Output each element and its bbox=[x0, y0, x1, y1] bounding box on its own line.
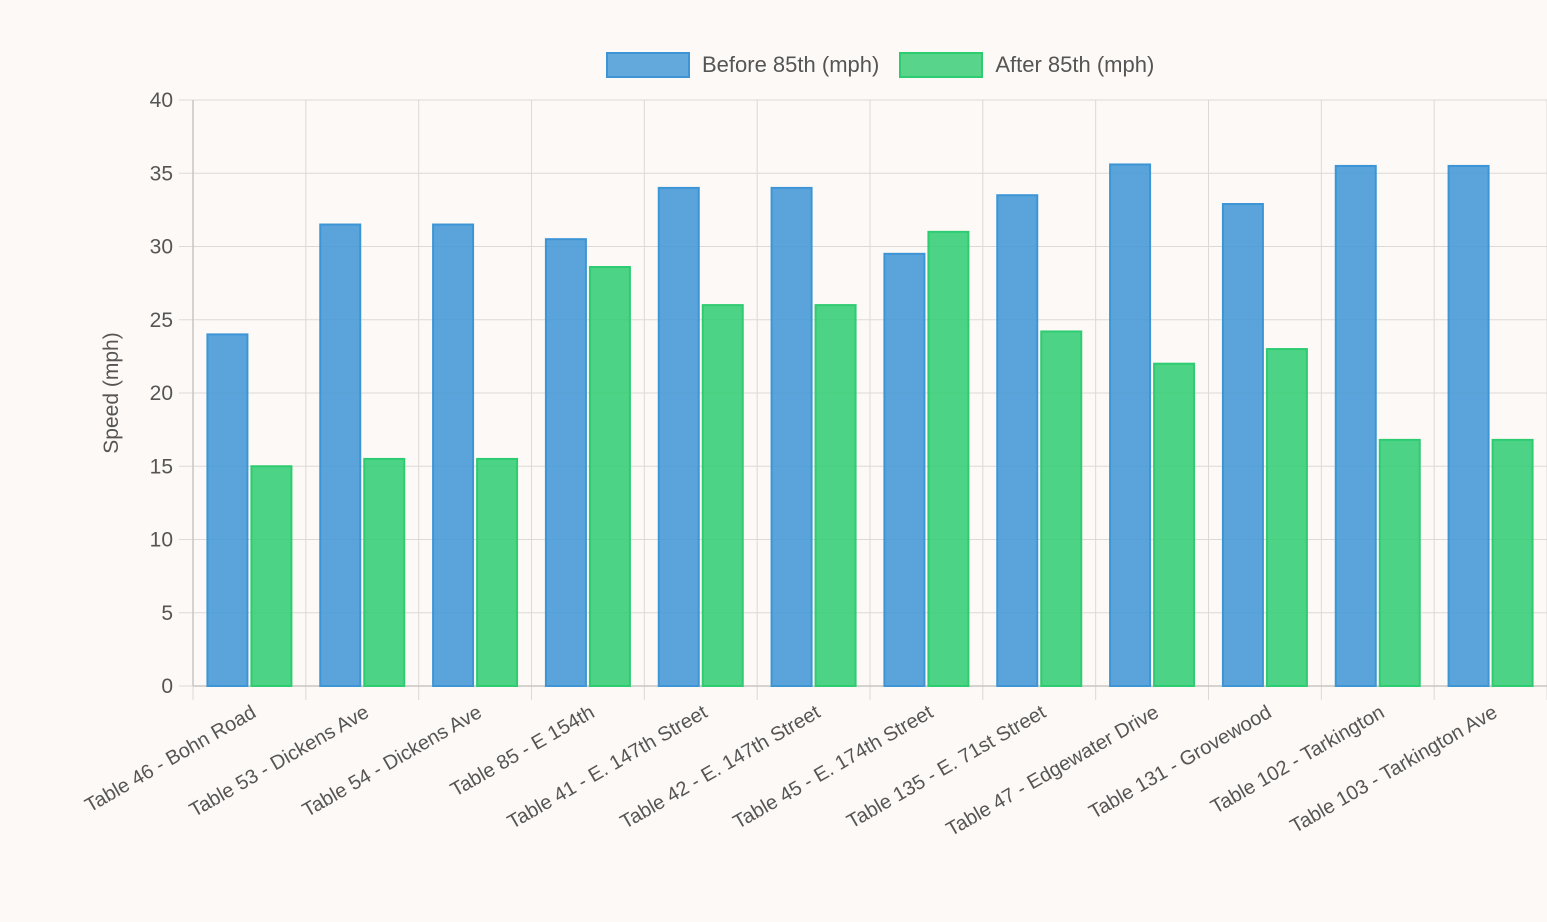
chart-legend: Before 85th (mph) After 85th (mph) bbox=[606, 52, 1174, 78]
bar-after bbox=[588, 266, 631, 687]
bar-after bbox=[701, 304, 744, 687]
bar-before bbox=[1221, 203, 1264, 687]
x-tick-label: Table 42 - E. 147th Street bbox=[617, 701, 825, 834]
bar-after bbox=[1265, 348, 1308, 687]
bar-after bbox=[250, 465, 293, 687]
bar-before bbox=[657, 186, 700, 687]
bar-after bbox=[1153, 362, 1196, 687]
bar-before bbox=[206, 333, 249, 687]
bar-after bbox=[1378, 438, 1421, 687]
legend-label-after: After 85th (mph) bbox=[995, 52, 1155, 77]
x-tick-label: Table 41 - E. 147th Street bbox=[504, 701, 712, 834]
y-tick-label: 0 bbox=[161, 675, 173, 698]
bar-before bbox=[1334, 164, 1377, 688]
bar-after bbox=[927, 230, 970, 687]
bar-before bbox=[770, 186, 813, 687]
y-tick-label: 5 bbox=[161, 602, 173, 625]
y-tick-label: 20 bbox=[150, 382, 173, 405]
bar-after bbox=[1040, 330, 1083, 687]
x-tick-label: Table 54 - Dickens Ave bbox=[299, 701, 486, 822]
bar-before bbox=[1447, 164, 1490, 688]
x-tick-label: Table 45 - E. 174th Street bbox=[729, 701, 937, 834]
bar-before bbox=[544, 238, 587, 688]
legend-item-after[interactable]: After 85th (mph) bbox=[899, 52, 1154, 78]
bar-after bbox=[363, 457, 406, 687]
bar-before bbox=[883, 252, 926, 687]
y-tick-label: 25 bbox=[150, 309, 173, 332]
x-tick-label: Table 47 - Edgewater Drive bbox=[943, 701, 1163, 841]
bar-after bbox=[1491, 438, 1534, 687]
bar-before bbox=[319, 223, 362, 687]
x-tick-label: Table 53 - Dickens Ave bbox=[186, 701, 373, 822]
bar-before bbox=[432, 223, 475, 687]
legend-swatch-after bbox=[899, 52, 984, 78]
y-tick-label: 10 bbox=[150, 529, 173, 552]
legend-label-before: Before 85th (mph) bbox=[702, 52, 880, 77]
x-tick-label: Table 103 - Tarkington Ave bbox=[1287, 701, 1502, 838]
y-tick-label: 15 bbox=[150, 455, 173, 478]
bar-after bbox=[476, 457, 519, 687]
x-tick-label: Table 135 - E. 71st Street bbox=[843, 701, 1050, 833]
y-tick-label: 40 bbox=[150, 89, 173, 112]
y-tick-label: 30 bbox=[150, 236, 173, 259]
x-tick-label: Table 131 - Grovewood bbox=[1085, 701, 1275, 823]
bar-before bbox=[996, 194, 1039, 687]
legend-item-before[interactable]: Before 85th (mph) bbox=[606, 52, 879, 78]
legend-swatch-before bbox=[606, 52, 690, 78]
y-tick-label: 35 bbox=[150, 162, 173, 185]
bar-before bbox=[1109, 163, 1152, 687]
bar-after bbox=[814, 304, 857, 687]
